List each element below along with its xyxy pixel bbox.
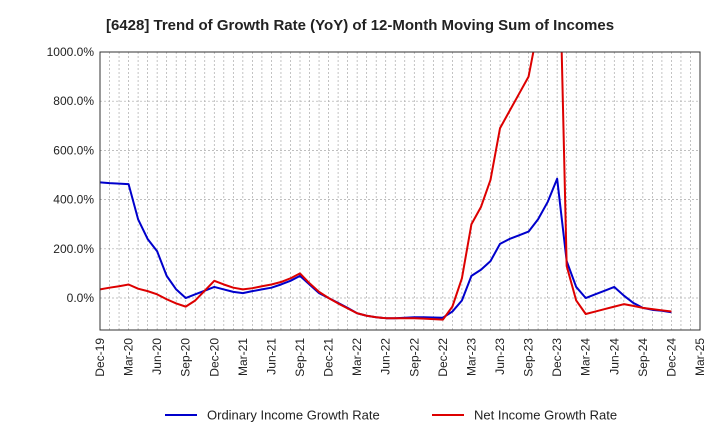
x-tick-label: Dec-24 [664, 338, 678, 377]
series-line-net-income [100, 52, 672, 321]
x-tick-label: Sep-20 [179, 338, 193, 377]
y-tick-label: 1000.0% [47, 45, 95, 59]
legend: Ordinary Income Growth Rate Net Income Gr… [165, 408, 617, 423]
y-tick-label: 600.0% [53, 143, 94, 157]
x-tick-label: Jun-22 [379, 338, 393, 375]
x-tick-label: Jun-20 [150, 338, 164, 375]
x-tick-label: Dec-21 [322, 338, 336, 377]
x-tick-label: Mar-21 [236, 338, 250, 376]
x-tick-label: Sep-23 [522, 338, 536, 377]
y-tick-label: 400.0% [53, 193, 94, 207]
axes: 0.0% 200.0% 400.0% 600.0% 800.0% 1000.0% Dec-1… [47, 45, 707, 377]
chart-title: [6428] Trend of Growth Rate (YoY) of 12-… [106, 17, 614, 34]
x-tick-label: Jun-23 [493, 338, 507, 375]
y-tick-label: 0.0% [67, 291, 95, 305]
legend-item-net-income: Net Income Growth Rate [432, 408, 617, 423]
x-tick-label: Jun-24 [607, 338, 621, 375]
x-tick-label: Sep-22 [407, 338, 421, 377]
legend-label: Net Income Growth Rate [474, 408, 617, 423]
x-tick-label: Sep-24 [636, 338, 650, 377]
x-tick-label: Dec-22 [436, 338, 450, 377]
x-tick-label: Jun-21 [264, 338, 278, 375]
legend-label: Ordinary Income Growth Rate [207, 408, 380, 423]
legend-item-ordinary-income: Ordinary Income Growth Rate [165, 408, 380, 423]
plot-area [100, 52, 672, 321]
x-tick-label: Mar-20 [122, 338, 136, 376]
y-tick-label: 200.0% [53, 242, 94, 256]
x-tick-label: Mar-23 [464, 338, 478, 376]
y-tick-label: 800.0% [53, 94, 94, 108]
x-tick-label: Dec-23 [550, 338, 564, 377]
x-tick-label: Mar-24 [579, 338, 593, 376]
plot-border [99, 51, 701, 331]
x-tick-label: Dec-20 [207, 338, 221, 377]
x-tick-label: Dec-19 [93, 338, 107, 377]
x-tick-label: Sep-21 [293, 338, 307, 377]
x-tick-label: Mar-22 [350, 338, 364, 376]
x-tick-label: Mar-25 [693, 338, 707, 376]
